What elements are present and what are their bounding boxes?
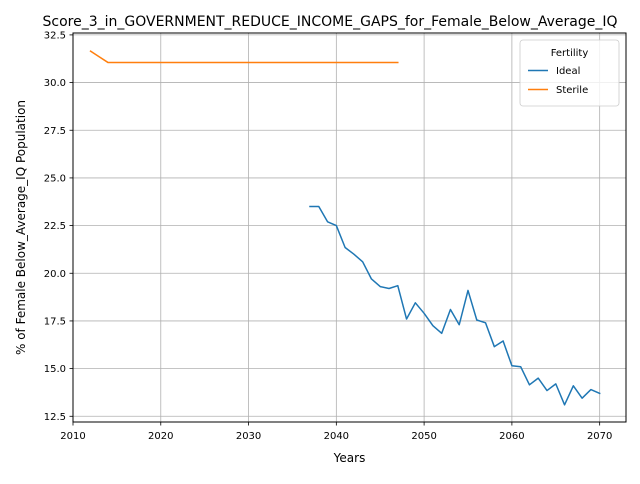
x-tick-label: 2020 — [148, 431, 173, 442]
y-tick-label: 22.5 — [44, 221, 66, 232]
x-tick-label: 2060 — [499, 431, 524, 442]
y-tick-label: 15.0 — [44, 364, 66, 375]
series-lines — [89, 50, 601, 406]
x-tick-label: 2040 — [324, 431, 349, 442]
y-tick-label: 20.0 — [44, 269, 66, 280]
plot-frame — [72, 32, 627, 423]
y-tick-label: 12.5 — [44, 412, 66, 423]
legend-label: Sterile — [556, 85, 588, 96]
series-line-ideal — [309, 205, 601, 406]
x-tick-label: 2030 — [236, 431, 261, 442]
y-tick-label: 30.0 — [44, 78, 66, 89]
legend: Fertility Ideal Sterile — [519, 39, 620, 107]
legend-title: Fertility — [551, 48, 589, 59]
x-tick-label: 2050 — [411, 431, 436, 442]
series-line-sterile — [89, 50, 399, 64]
grid — [72, 33, 626, 422]
y-axis: 12.5 15.0 17.5 20.0 22.5 25.0 27.5 30.0 32.5 — [44, 30, 73, 423]
y-axis-label: % of Female Below_Average_IQ Population — [14, 100, 28, 355]
legend-label: Ideal — [556, 66, 580, 77]
y-tick-label: 17.5 — [44, 316, 66, 327]
chart-title: Score_3_in_GOVERNMENT_REDUCE_INCOME_GAPS… — [42, 14, 617, 30]
x-tick-label: 2070 — [587, 431, 612, 442]
x-tick-label: 2010 — [60, 431, 85, 442]
y-tick-label: 32.5 — [44, 30, 66, 41]
x-axis-label: Years — [333, 451, 366, 465]
y-tick-label: 27.5 — [44, 126, 66, 137]
y-tick-label: 25.0 — [44, 173, 66, 184]
x-axis: 2010 2020 2030 2040 2050 2060 2070 — [60, 422, 612, 442]
